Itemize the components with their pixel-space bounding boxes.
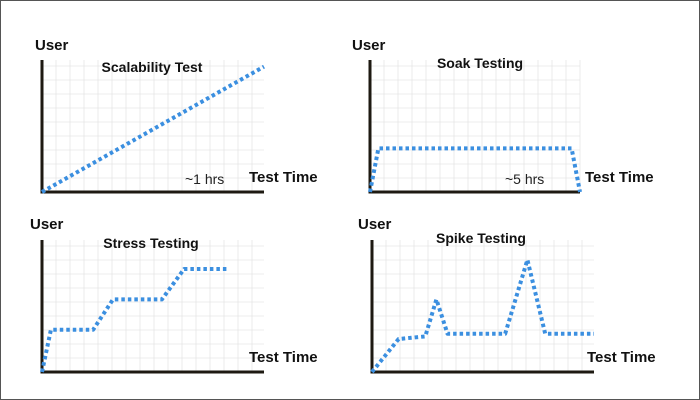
series-line-1	[368, 146, 582, 193]
chart-panel-4: User Spike Testing Test Time	[358, 216, 656, 374]
y-axis-label: User	[35, 37, 69, 54]
x-axis-label: Test Time	[587, 349, 656, 366]
x-axis-label: Test Time	[249, 349, 318, 366]
duration-annotation: ~1 hrs	[185, 171, 224, 187]
chart-title: Scalability Test	[102, 59, 203, 75]
chart-panel-2: User Soak Testing Test Time ~5 hrs	[352, 37, 654, 194]
series-line-1	[41, 64, 265, 194]
chart-title: Soak Testing	[437, 55, 523, 71]
y-axis-label: User	[352, 37, 386, 54]
chart-title: Spike Testing	[436, 230, 526, 246]
x-axis-label: Test Time	[249, 169, 318, 186]
duration-annotation: ~5 hrs	[505, 171, 544, 187]
y-axis-label: User	[30, 216, 64, 233]
x-axis-label: Test Time	[585, 169, 654, 186]
series-line-1	[40, 267, 229, 373]
y-axis-label: User	[358, 216, 392, 233]
series-line-1	[370, 257, 594, 374]
chart-panel-3: User Stress Testing Test Time	[30, 216, 318, 374]
chart-panel-1: User Scalability Test Test Time ~1 hrs	[35, 37, 318, 194]
chart-title: Stress Testing	[103, 235, 198, 251]
